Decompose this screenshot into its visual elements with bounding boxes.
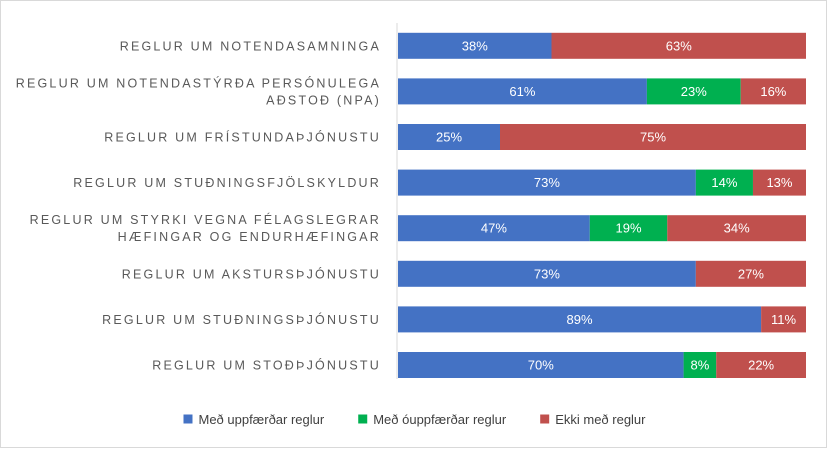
data-label-3-2: 16% (760, 84, 786, 99)
bar-segment-2-2 (646, 78, 741, 105)
data-label-1-2: 61% (509, 84, 535, 99)
data-label-3-5: 34% (724, 221, 750, 236)
category-label-1: REGLUR UM NOTENDASAMNINGA (120, 39, 381, 53)
legend-swatch-2 (358, 414, 368, 424)
data-label-1-8: 70% (528, 358, 554, 373)
category-label-3: REGLUR UM FRÍSTUNDAÞJÓNUSTU (104, 130, 381, 145)
bar-segment-3-7 (761, 306, 806, 333)
bar-segment-3-4 (752, 169, 806, 196)
legend: Með uppfærðar reglur Með óuppfærðar reglu… (183, 412, 646, 427)
data-label-2-4: 14% (711, 175, 737, 190)
data-label-3-4: 13% (766, 175, 792, 190)
data-label-3-6: 27% (738, 266, 764, 281)
bar-segment-1-5 (398, 215, 590, 242)
data-label-2-5: 19% (616, 221, 642, 236)
data-label-2-2: 23% (681, 84, 707, 99)
bar-segment-1-4 (398, 169, 696, 196)
category-label-6: REGLUR UM AKSTURSÞJÓNUSTU (122, 266, 381, 281)
bar-segment-2-4 (695, 169, 753, 196)
bar-segment-3-2 (740, 78, 806, 105)
bar-segment-1-2 (398, 78, 647, 105)
data-label-1-1: 38% (462, 38, 488, 53)
bar-segment-1-7 (398, 306, 762, 333)
data-label-1-5: 47% (481, 221, 507, 236)
category-label-7: REGLUR UM STUÐNINGSÞJÓNUSTU (102, 312, 381, 327)
data-label-3-7: 11% (771, 312, 796, 327)
category-label-4: REGLUR UM STUÐNINGSFJÖLSKYLDUR (73, 176, 381, 190)
data-label-2-8: 8% (691, 358, 710, 373)
data-label-1-7: 89% (567, 312, 593, 327)
category-label-5: REGLUR UM STYRKI VEGNA FÉLAGSLEGRAR HÆFIN… (30, 212, 381, 244)
category-label-2: REGLUR UM NOTENDASTÝRÐA PERSÓNULEGA AÐSTO… (16, 75, 381, 107)
bar-segment-3-6 (695, 260, 806, 287)
bar-segment-1-3 (398, 124, 500, 150)
bar-segment-3-5 (667, 215, 806, 242)
bar-segment-1-1 (398, 32, 552, 59)
legend-label-2: Með óuppfærðar reglur (373, 412, 507, 427)
legend-label-1: Með uppfærðar reglur (198, 412, 324, 427)
data-label-1-3: 25% (436, 130, 462, 145)
category-label-8: REGLUR UM STOÐÞJÓNUSTU (152, 358, 381, 373)
legend-label-3: Ekki með reglur (555, 412, 646, 427)
bar-segment-2-8 (683, 352, 717, 378)
data-label-1-6: 73% (534, 266, 560, 281)
bar-segment-3-8 (716, 352, 806, 378)
data-label-3-3: 75% (640, 130, 666, 145)
bars-layer: 38% 63% 61% 23% 16% 25% 75% 73% 14% 13% 47% 19% 34% 7… (398, 32, 806, 378)
data-label-3-8: 22% (748, 358, 774, 373)
data-label-3-1: 63% (666, 38, 692, 53)
bar-segment-3-3 (500, 124, 806, 150)
data-label-1-4: 73% (534, 175, 560, 190)
category-labels-layer: REGLUR UM NOTENDASAMNINGA REGLUR UM NOTEN… (16, 39, 381, 373)
bar-segment-2-5 (589, 215, 668, 242)
bar-segment-1-6 (398, 260, 696, 287)
legend-swatch-1 (183, 414, 193, 424)
bar-segment-3-1 (551, 32, 806, 59)
bar-segment-1-8 (398, 352, 684, 378)
legend-swatch-3 (540, 414, 550, 424)
